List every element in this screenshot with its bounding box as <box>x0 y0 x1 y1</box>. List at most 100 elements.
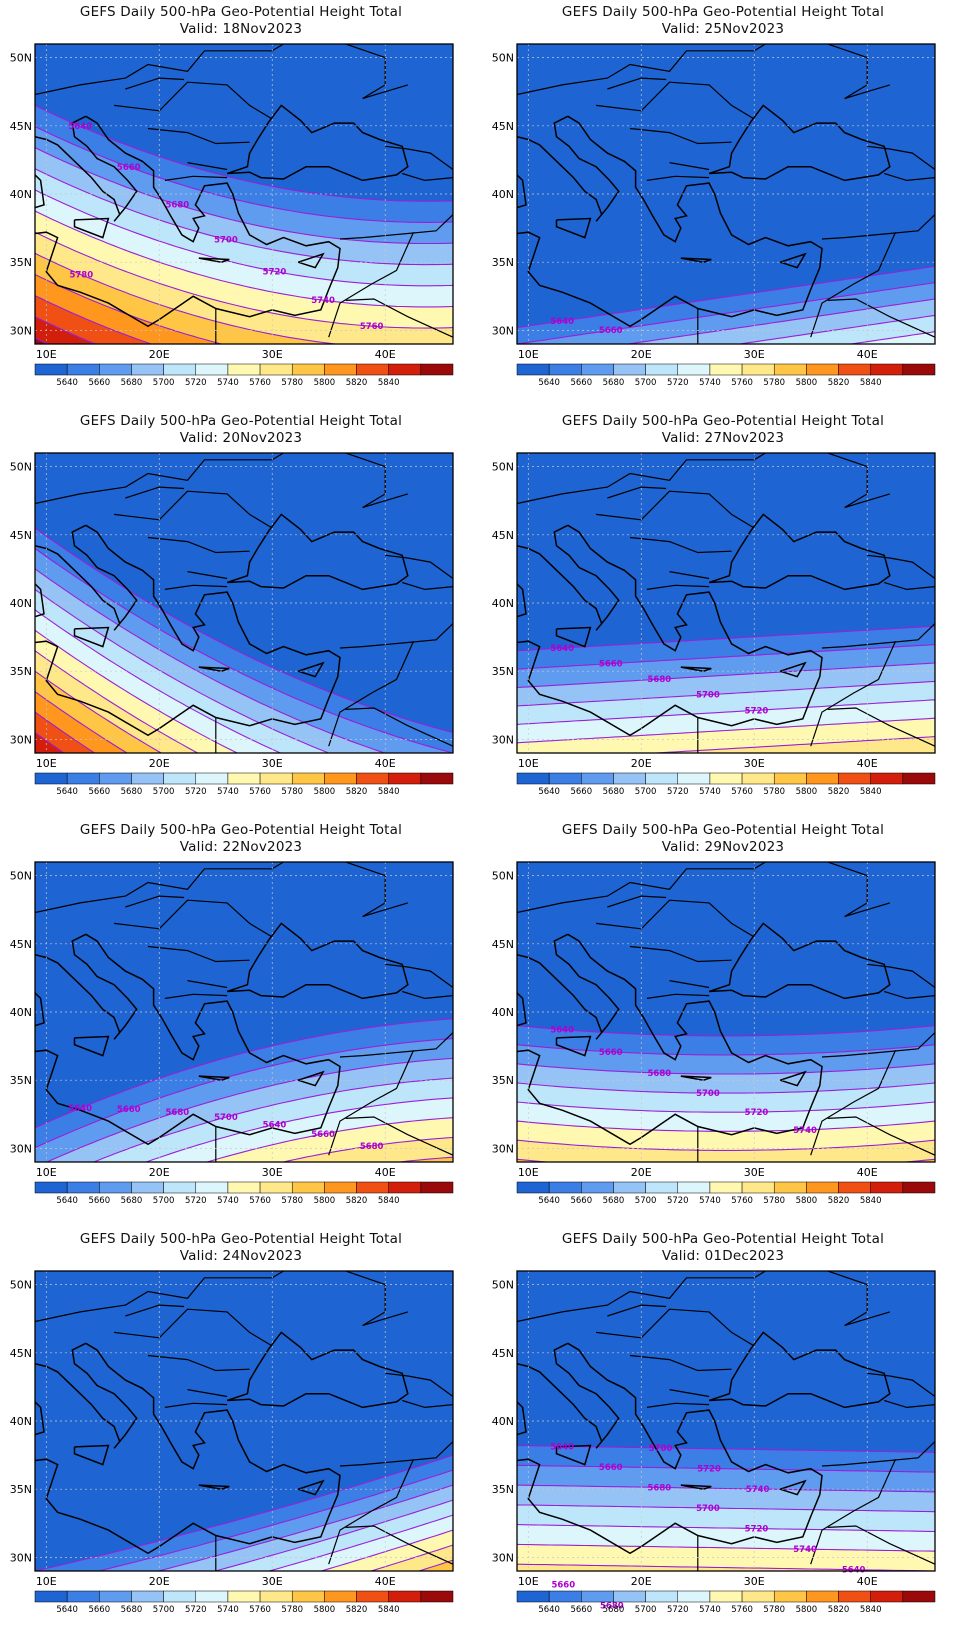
colorbar-label: 5800 <box>796 378 818 388</box>
colorbar-label: 5640 <box>538 378 560 388</box>
lat-tick-label: 35N <box>10 1074 32 1087</box>
colorbar-swatch <box>741 363 775 376</box>
country-border <box>646 584 710 590</box>
colorbar-swatch <box>259 772 293 785</box>
country-border <box>884 1399 935 1409</box>
colorbar-label: 5720 <box>185 1605 207 1615</box>
colorbar-swatch <box>99 1181 132 1194</box>
colorbar-label: 5740 <box>699 1196 721 1206</box>
country-border <box>402 172 453 182</box>
colorbar-label: 5740 <box>217 1605 239 1615</box>
contour-label: 5680 <box>360 1142 384 1152</box>
contour-label: 5640 <box>68 1104 92 1114</box>
colorbar-label: 5700 <box>153 787 175 797</box>
colorbar-swatch <box>645 1181 679 1194</box>
colorbar-swatch <box>741 772 775 785</box>
colorbar-label: 5820 <box>346 1605 368 1615</box>
colorbar-label: 5640 <box>538 787 560 797</box>
map-panel: GEFS Daily 500-hPa Geo-Potential Height … <box>482 1227 964 1637</box>
panel-valid-date: Valid: 24Nov2023 <box>179 1248 303 1264</box>
colorbar-label: 5840 <box>860 1605 882 1615</box>
country-border <box>884 581 935 591</box>
colorbar-label: 5640 <box>56 787 78 797</box>
lon-tick-label: 20E <box>149 348 170 361</box>
coastline <box>35 524 341 737</box>
lat-tick-label: 30N <box>492 733 514 746</box>
contour-label: 5680 <box>648 1483 672 1493</box>
contour-line <box>647 736 935 753</box>
plot-frame <box>34 452 454 754</box>
colorbar-label: 5720 <box>185 787 207 797</box>
colorbar-swatch <box>356 1181 389 1194</box>
height-band <box>517 1140 935 1162</box>
coastline <box>555 1444 592 1466</box>
lon-tick-label: 30E <box>262 348 283 361</box>
colorbar-swatch <box>324 1590 357 1603</box>
contour-label: 5740 <box>793 1545 817 1555</box>
lat-tick-label: 50N <box>10 52 32 65</box>
colorbar-swatch <box>613 363 646 376</box>
contour-label: 5680 <box>648 1069 672 1079</box>
colorbar-swatch <box>516 772 550 785</box>
colorbar-label: 5800 <box>796 787 818 797</box>
lat-tick-label: 35N <box>492 1483 514 1496</box>
contour-line <box>205 1117 453 1162</box>
country-border <box>164 175 228 181</box>
coastline <box>555 217 592 239</box>
colorbar-swatch <box>291 1181 325 1194</box>
colorbar-swatch <box>163 1590 197 1603</box>
colorbar-label: 5680 <box>121 1605 143 1615</box>
colorbar-swatch <box>99 363 132 376</box>
contour-line <box>35 691 129 753</box>
coastline <box>517 174 527 209</box>
contour-label: 5680 <box>600 1601 624 1611</box>
coastline <box>517 583 527 618</box>
contour-line <box>35 670 163 753</box>
colorbar-swatch <box>548 1590 582 1603</box>
colorbar-label: 5760 <box>249 1196 271 1206</box>
colorbar-swatch <box>356 1590 389 1603</box>
coastline <box>680 1075 712 1081</box>
coastline <box>226 104 409 182</box>
map-panel: GEFS Daily 500-hPa Geo-Potential Height … <box>0 409 482 819</box>
colorbar-label: 5840 <box>860 1196 882 1206</box>
country-border <box>385 145 453 170</box>
plot-frame <box>516 43 936 345</box>
colorbar-swatch <box>163 1181 197 1194</box>
coastline <box>73 1035 110 1057</box>
country-border <box>607 1304 667 1317</box>
colorbar-swatch <box>259 1181 293 1194</box>
country-border <box>629 536 732 554</box>
contour-label: 5660 <box>117 163 141 173</box>
height-band <box>517 1544 935 1571</box>
colorbar-label: 5720 <box>185 1196 207 1206</box>
colorbar-swatch <box>66 1590 100 1603</box>
country-border <box>402 581 453 591</box>
country-border <box>187 571 228 580</box>
contour-line <box>213 1499 453 1571</box>
country-border <box>328 231 415 338</box>
country-border <box>821 1441 935 1467</box>
coastline <box>73 1444 110 1466</box>
contour-line <box>517 680 935 707</box>
panel-valid-date: Valid: 25Nov2023 <box>661 21 785 37</box>
coastline <box>198 666 230 672</box>
coastline <box>35 174 45 209</box>
lat-tick-label: 40N <box>10 1415 32 1428</box>
colorbar-swatch <box>838 772 871 785</box>
colorbar-swatch <box>613 772 646 785</box>
colorbar-label: 5740 <box>217 1196 239 1206</box>
panel-title: GEFS Daily 500-hPa Geo-Potential Height … <box>561 4 885 20</box>
plot-frame <box>34 861 454 1163</box>
geopotential-map: 5640 5660 5680 5700 5720 50N 45N 40N 35N 30N 10E 20… <box>492 452 936 797</box>
country-border <box>607 895 667 908</box>
colorbar-label: 5820 <box>346 1196 368 1206</box>
contour-line <box>267 1514 453 1571</box>
colorbar-swatch <box>709 363 743 376</box>
contour-label: 5700 <box>696 691 720 701</box>
coastline <box>779 661 807 678</box>
contour-line <box>517 1504 935 1513</box>
colorbar-label: 5640 <box>56 378 78 388</box>
geopotential-map: 5640 5660 5680 5700 5720 5740 50N 45N 40N 35N 30N 1… <box>492 861 936 1206</box>
